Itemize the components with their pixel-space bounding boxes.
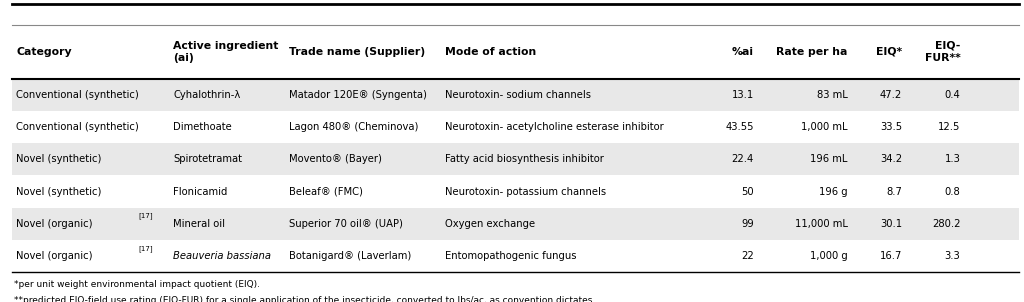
Text: Lagon 480® (Cheminova): Lagon 480® (Cheminova): [289, 122, 418, 132]
Text: 33.5: 33.5: [880, 122, 902, 132]
Text: Mineral oil: Mineral oil: [173, 219, 225, 229]
Text: 280.2: 280.2: [932, 219, 961, 229]
Text: Neurotoxin- acetylcholine esterase inhibitor: Neurotoxin- acetylcholine esterase inhib…: [445, 122, 665, 132]
Text: Novel (synthetic): Novel (synthetic): [16, 154, 101, 164]
Text: 99: 99: [741, 219, 754, 229]
Text: %ai: %ai: [732, 47, 754, 57]
Text: Cyhalothrin-λ: Cyhalothrin-λ: [173, 90, 241, 100]
Text: 0.4: 0.4: [945, 90, 961, 100]
Text: 196 mL: 196 mL: [811, 154, 848, 164]
Text: 83 mL: 83 mL: [817, 90, 848, 100]
Text: 43.55: 43.55: [725, 122, 754, 132]
Text: Spirotetramat: Spirotetramat: [173, 154, 242, 164]
Text: *per unit weight environmental impact quotient (EIQ).: *per unit weight environmental impact qu…: [14, 280, 260, 289]
Text: Superior 70 oil® (UAP): Superior 70 oil® (UAP): [289, 219, 402, 229]
Text: Conventional (synthetic): Conventional (synthetic): [16, 122, 139, 132]
Text: 11,000 mL: 11,000 mL: [795, 219, 848, 229]
Text: Matador 120E® (Syngenta): Matador 120E® (Syngenta): [289, 90, 427, 100]
Text: Active ingredient
(ai): Active ingredient (ai): [173, 41, 279, 63]
Text: Movento® (Bayer): Movento® (Bayer): [289, 154, 382, 164]
Text: [17]: [17]: [139, 245, 154, 252]
Text: Oxygen exchange: Oxygen exchange: [445, 219, 536, 229]
Text: Neurotoxin- sodium channels: Neurotoxin- sodium channels: [445, 90, 592, 100]
Text: Mode of action: Mode of action: [445, 47, 537, 57]
Text: Botanigard® (Laverlam): Botanigard® (Laverlam): [289, 251, 411, 261]
Text: Rate per ha: Rate per ha: [776, 47, 848, 57]
Text: 16.7: 16.7: [880, 251, 902, 261]
Text: 8.7: 8.7: [886, 187, 902, 197]
Text: Category: Category: [16, 47, 72, 57]
Text: 3.3: 3.3: [945, 251, 961, 261]
Text: 1,000 g: 1,000 g: [810, 251, 848, 261]
Text: Dimethoate: Dimethoate: [173, 122, 231, 132]
Bar: [12, 79, 1019, 111]
Text: 47.2: 47.2: [880, 90, 902, 100]
Text: 196 g: 196 g: [819, 187, 848, 197]
Text: Flonicamid: Flonicamid: [173, 187, 227, 197]
Text: Novel (organic): Novel (organic): [16, 219, 93, 229]
Text: Fatty acid biosynthesis inhibitor: Fatty acid biosynthesis inhibitor: [445, 154, 604, 164]
Text: EIQ-
FUR**: EIQ- FUR**: [925, 41, 961, 63]
Bar: [12, 143, 1019, 175]
Text: 1,000 mL: 1,000 mL: [802, 122, 848, 132]
Text: 1.3: 1.3: [944, 154, 961, 164]
Text: 13.1: 13.1: [731, 90, 754, 100]
Bar: [12, 208, 1019, 240]
Text: Entomopathogenic fungus: Entomopathogenic fungus: [445, 251, 577, 261]
Text: Conventional (synthetic): Conventional (synthetic): [16, 90, 139, 100]
Text: 22: 22: [741, 251, 754, 261]
Text: **predicted EIQ-field use rating (EIQ-FUR) for a single application of the insec: **predicted EIQ-field use rating (EIQ-FU…: [14, 296, 596, 302]
Text: 34.2: 34.2: [880, 154, 902, 164]
Text: Neurotoxin- potassium channels: Neurotoxin- potassium channels: [445, 187, 606, 197]
Text: Novel (organic): Novel (organic): [16, 251, 93, 261]
Text: 50: 50: [741, 187, 754, 197]
Text: EIQ*: EIQ*: [876, 47, 902, 57]
Text: [17]: [17]: [139, 213, 154, 219]
Text: Novel (synthetic): Novel (synthetic): [16, 187, 101, 197]
Text: Beleaf® (FMC): Beleaf® (FMC): [289, 187, 362, 197]
Text: Beauveria bassiana: Beauveria bassiana: [173, 251, 271, 261]
Text: 12.5: 12.5: [938, 122, 961, 132]
Text: 0.8: 0.8: [945, 187, 961, 197]
Text: 30.1: 30.1: [880, 219, 902, 229]
Text: 22.4: 22.4: [731, 154, 754, 164]
Text: Trade name (Supplier): Trade name (Supplier): [289, 47, 425, 57]
